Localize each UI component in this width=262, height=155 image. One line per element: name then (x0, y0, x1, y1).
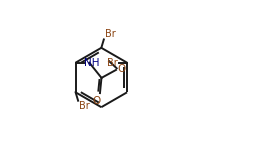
Text: Br: Br (79, 102, 90, 111)
Text: O: O (117, 64, 125, 74)
Text: Br: Br (105, 29, 115, 39)
Text: NH: NH (84, 58, 100, 68)
Text: O: O (92, 96, 100, 106)
Text: Br: Br (107, 58, 118, 68)
